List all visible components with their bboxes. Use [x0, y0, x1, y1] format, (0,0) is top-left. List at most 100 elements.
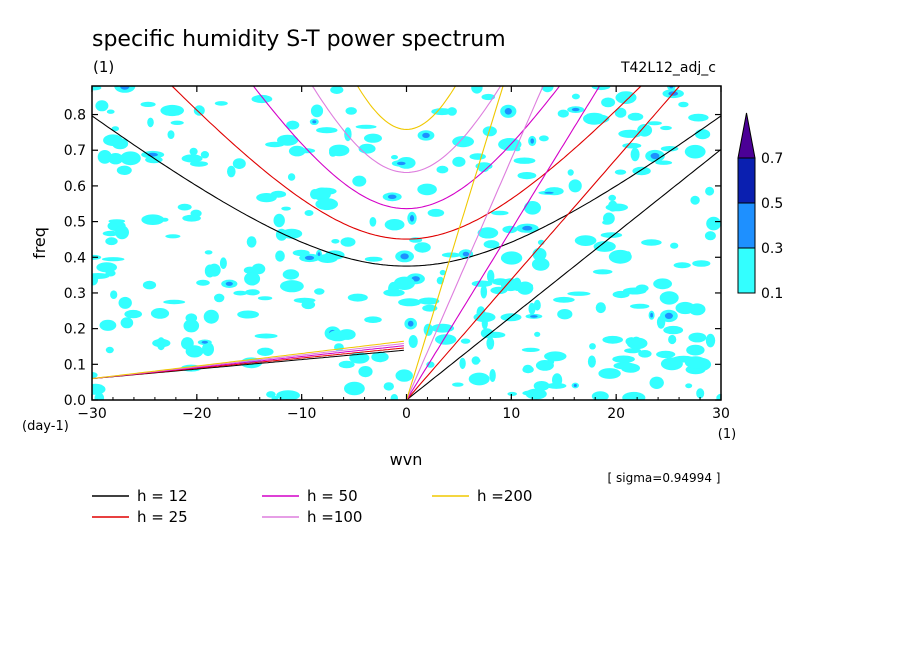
contour-blob — [92, 383, 106, 395]
contour-blob — [358, 143, 376, 154]
contour-blob — [615, 91, 637, 104]
colorbar-label: 0.5 — [761, 196, 783, 212]
contour-blob — [398, 298, 422, 307]
contour-blob — [716, 393, 721, 400]
contour-blob — [534, 331, 541, 337]
contour-blob — [533, 299, 541, 311]
contour-blob — [502, 225, 518, 234]
contour-blob — [668, 334, 677, 345]
contour-blob — [193, 105, 205, 116]
contour-blob — [101, 257, 125, 262]
contour-blob — [613, 362, 636, 370]
contour-blob — [214, 101, 228, 106]
contour-blob — [315, 198, 339, 211]
dispersion-curve-kelvin — [406, 148, 721, 400]
contour-blob — [251, 263, 266, 275]
contour-blob — [111, 126, 120, 132]
contour-blob — [614, 169, 627, 175]
contour-blob — [452, 156, 466, 167]
contour-blob — [589, 343, 596, 350]
contour-blob — [181, 154, 203, 163]
contour-blob — [630, 147, 640, 162]
contour-blob — [544, 351, 567, 362]
contour-blob — [286, 120, 300, 130]
contour-blob — [273, 213, 285, 228]
colorbar: 0.1 0.3 0.5 0.7 — [737, 112, 783, 302]
contour-blob — [512, 277, 522, 291]
contour-blob — [383, 382, 394, 391]
contour-blob — [447, 107, 457, 116]
x-axis-label: wvn — [390, 450, 423, 469]
contour-blob — [97, 150, 112, 164]
contour-blob — [684, 356, 707, 369]
contour-blob — [141, 214, 165, 225]
contour-blob — [364, 256, 383, 262]
x-tick-label: −20 — [182, 406, 212, 422]
contour-blob — [637, 124, 653, 137]
contour-blob — [204, 250, 213, 255]
y-tick-label: 0.8 — [64, 108, 86, 124]
contour-blob — [705, 333, 716, 348]
contour-blob — [471, 86, 483, 94]
contour-blob — [383, 289, 405, 297]
contour-blob — [659, 291, 679, 305]
contour-blob — [670, 242, 679, 249]
contour-blob — [517, 172, 537, 180]
y-tick-label: 0.6 — [64, 179, 86, 195]
contour-blob — [500, 251, 523, 265]
contour-blob — [704, 231, 716, 241]
contour-blob — [573, 384, 577, 387]
contour-blob — [435, 334, 457, 345]
dispersion-curve-ig — [311, 86, 502, 174]
contour-blob — [486, 336, 495, 350]
contour-blob — [232, 158, 246, 170]
contour-blob — [387, 194, 397, 199]
contour-blob — [706, 216, 721, 231]
contour-blob — [600, 232, 623, 238]
contour-blob — [190, 161, 208, 167]
contour-blob — [352, 175, 367, 187]
contour-blob — [160, 104, 184, 117]
dispersion-curve-kelvin — [405, 86, 504, 400]
contour-blob — [96, 262, 117, 273]
contour-blob — [407, 320, 414, 327]
contour-blob — [152, 338, 171, 348]
colorbar-segment — [737, 157, 756, 204]
contour-blob — [436, 165, 449, 174]
dispersion-curve-kelvin — [406, 86, 601, 400]
contour-blob — [598, 368, 621, 379]
contour-blob — [524, 201, 541, 215]
contour-blob — [622, 287, 647, 295]
contour-blob — [568, 179, 582, 193]
contour-blob — [304, 210, 314, 216]
x-tick-label: −10 — [287, 406, 317, 422]
dispersion-curve-ig — [356, 86, 457, 130]
contour-blob — [108, 219, 126, 224]
contour-blob — [567, 291, 591, 296]
contour-blob — [612, 355, 635, 363]
colorbar-segment — [737, 247, 756, 294]
contour-blob — [233, 290, 248, 296]
contour-blob — [140, 101, 156, 107]
contour-blob — [316, 127, 338, 134]
contour-blob — [592, 269, 613, 275]
dispersion-curve-kelvin — [405, 86, 544, 400]
contour-blob — [603, 212, 615, 225]
contour-blob — [181, 337, 194, 350]
contour-blob — [650, 152, 660, 160]
contour-blob — [281, 228, 303, 239]
contour-blob — [108, 153, 124, 165]
contour-blob — [630, 303, 650, 309]
contour-blob — [95, 100, 109, 112]
contour-blob — [528, 302, 536, 315]
contour-blob — [439, 269, 446, 276]
contour-blob — [257, 296, 273, 301]
contour-blob — [415, 246, 427, 251]
contour-blob — [695, 129, 711, 140]
contour-blob — [481, 93, 496, 101]
contour-blob — [557, 309, 573, 320]
contour-blob — [535, 360, 554, 371]
contour-blob — [481, 317, 488, 330]
title-units: (1) — [93, 58, 114, 76]
dispersion-curve-low — [92, 340, 404, 380]
